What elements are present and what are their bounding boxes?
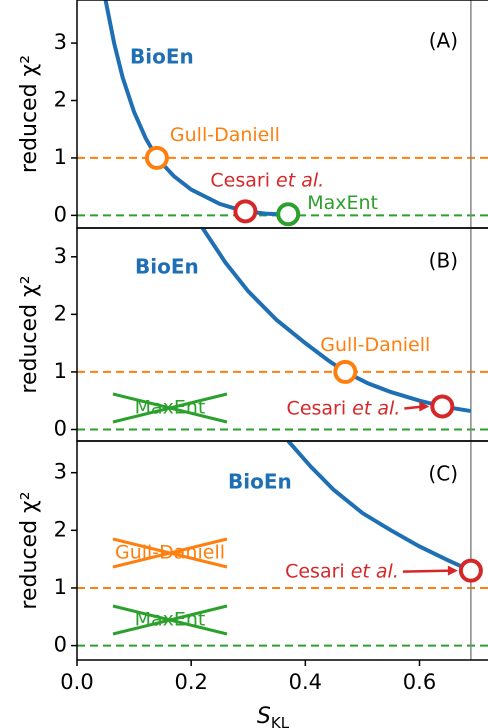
y-tick-label: 2 <box>54 301 67 325</box>
marker <box>276 202 301 227</box>
curve-label: BioEn <box>130 45 194 69</box>
marker <box>458 558 483 583</box>
y-axis-label: reduced χ² <box>17 55 42 173</box>
y-tick-label: 3 <box>54 460 67 484</box>
axes-frame <box>76 440 488 661</box>
y-axis-label: reduced χ² <box>17 491 42 609</box>
x-tick-label: 0.6 <box>403 670 436 694</box>
x-tick-label: 0.4 <box>289 670 322 694</box>
panel-title: (C) <box>428 462 458 486</box>
curve <box>286 441 472 573</box>
curve-label: BioEn <box>228 470 292 494</box>
arrow <box>402 569 452 573</box>
marker <box>144 145 169 170</box>
x-axis-label: SKL <box>257 704 290 728</box>
y-tick-label: 0 <box>54 416 67 440</box>
y-tick-label: 1 <box>54 575 67 599</box>
marker <box>430 394 455 419</box>
y-axis-label: reduced χ² <box>17 275 42 393</box>
cross <box>112 392 228 424</box>
marker-label: MaxEnt <box>307 192 378 214</box>
y-tick-label: 3 <box>54 30 67 54</box>
marker-label: Cesari et al. <box>210 169 324 191</box>
cross <box>112 537 228 569</box>
marker-label: Gull-Daniell <box>320 333 430 355</box>
marker <box>233 199 258 224</box>
panel-title: (A) <box>429 29 458 53</box>
marker-label: Cesari et al. <box>285 560 399 582</box>
y-tick-label: 3 <box>54 244 67 268</box>
y-tick-label: 0 <box>54 633 67 657</box>
y-tick-label: 1 <box>54 359 67 383</box>
cross <box>112 604 228 636</box>
marker <box>333 359 358 384</box>
y-tick-label: 1 <box>54 145 67 169</box>
y-tick-label: 2 <box>54 517 67 541</box>
plot-area <box>77 441 488 660</box>
x-tick-label: 0.0 <box>60 670 93 694</box>
panel-title: (B) <box>429 249 458 273</box>
arrow-head <box>447 565 458 576</box>
plot-area <box>77 0 488 228</box>
x-tick-label: 0.2 <box>174 670 207 694</box>
y-tick-label: 0 <box>54 202 67 226</box>
arrow-head <box>419 401 430 412</box>
axes-frame <box>76 0 488 229</box>
marker-label: Cesari et al. <box>287 397 401 419</box>
y-tick-label: 2 <box>54 88 67 112</box>
marker-label: Gull-Daniell <box>170 123 280 145</box>
curve-label: BioEn <box>135 255 199 279</box>
